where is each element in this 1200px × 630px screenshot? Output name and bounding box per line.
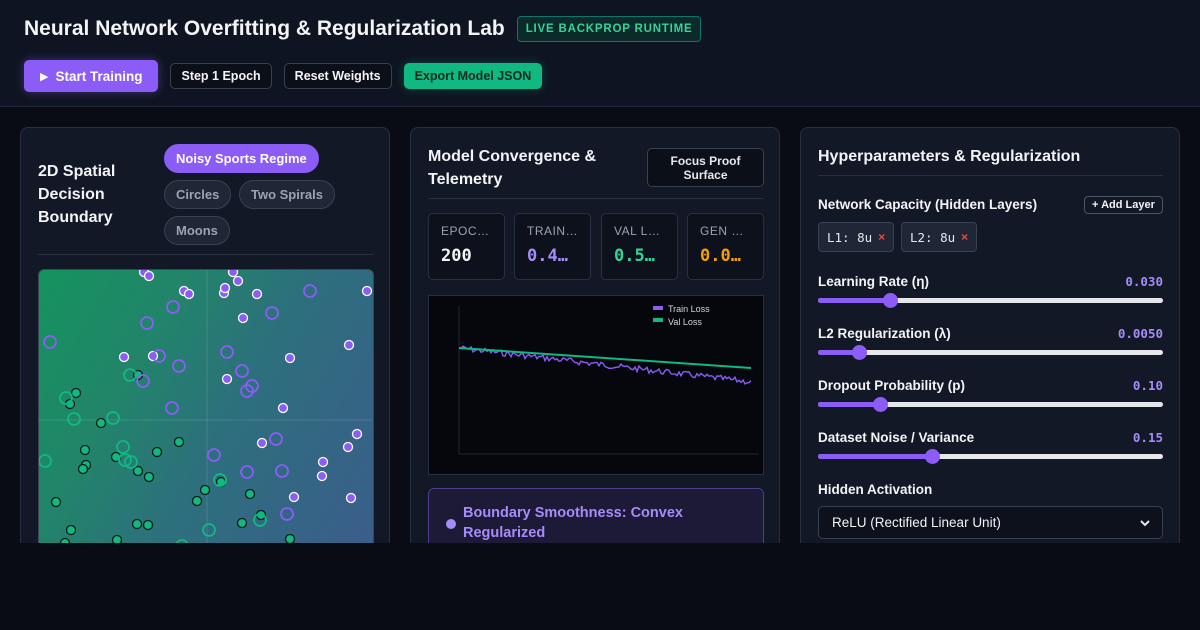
- purple-filled-points: [118, 270, 373, 504]
- dropout-value: 0.10: [1132, 378, 1163, 393]
- learning-rate-label: Learning Rate (η): [818, 274, 930, 289]
- stat-label: EPOCHS: [441, 224, 492, 238]
- stat-value: 0.0…: [700, 246, 741, 266]
- stat-label: VAL L…: [614, 224, 661, 238]
- layer-label: L2: 8u: [910, 229, 956, 245]
- chevron-down-icon: [1140, 520, 1150, 527]
- l2-regularization-slider[interactable]: [818, 345, 1163, 360]
- slider-fill: [818, 454, 932, 459]
- stat-value: 200: [441, 246, 472, 266]
- title-row: Neural Network Overfitting & Regularizat…: [24, 16, 702, 42]
- slider-fill: [818, 298, 891, 303]
- start-training-label: Start Training: [55, 68, 143, 84]
- legend-val-loss: Val Loss: [668, 317, 702, 327]
- legend-train-loss: Train Loss: [668, 304, 710, 314]
- loss-chart: Train Loss Val Loss: [428, 295, 764, 475]
- hyperparameters-panel: Hyperparameters & Regularization Network…: [800, 127, 1180, 567]
- stat-label: TRAIN…: [527, 224, 578, 238]
- layer-pill-l1: L1: 8u ×: [818, 222, 895, 252]
- convergence-panel-title: Model Convergence & Telemetry: [428, 148, 597, 188]
- step-epoch-button[interactable]: Step 1 Epoch: [170, 63, 272, 89]
- slider-thumb[interactable]: [873, 397, 889, 412]
- dataset-noise-slider[interactable]: [818, 449, 1163, 464]
- decision-boundary-plot[interactable]: [38, 269, 374, 569]
- convergence-panel: Model Convergence & Telemetry Focus Proo…: [410, 127, 780, 568]
- app-header: Neural Network Overfitting & Regularizat…: [0, 0, 1200, 107]
- dropout-label: Dropout Probability (p): [818, 378, 965, 393]
- loss-chart-svg: Train Loss Val Loss: [458, 304, 759, 455]
- reset-weights-button[interactable]: Reset Weights: [283, 63, 392, 89]
- stat-card-val-loss: VAL L… 0.5…: [601, 213, 678, 280]
- capacity-label: Network Capacity (Hidden Layers): [818, 197, 1038, 212]
- legend-swatch-val: [653, 318, 663, 322]
- stat-value: 0.5…: [614, 246, 655, 266]
- activation-value: ReLU (Rectified Linear Unit): [832, 515, 1001, 530]
- dataset-noise-value: 0.15: [1132, 430, 1163, 445]
- focus-proof-surface-button[interactable]: Focus Proof Surface: [647, 148, 764, 187]
- decision-boundary-panel: 2D Spatial Decision Boundary Noisy Sport…: [20, 127, 390, 569]
- layer-pill-l2: L2: 8u ×: [901, 222, 978, 252]
- dataset-chip-noisy-sports[interactable]: Noisy Sports Regime: [164, 144, 319, 173]
- dropout-slider[interactable]: [818, 397, 1163, 412]
- layer-label: L1: 8u: [827, 229, 873, 245]
- scatter-points: [39, 270, 373, 568]
- slider-fill: [818, 350, 860, 355]
- stat-card-gen-gap: GEN … 0.0…: [687, 213, 764, 280]
- play-icon: ▶: [40, 70, 49, 83]
- activation-label: Hidden Activation: [818, 482, 933, 497]
- learning-rate-slider[interactable]: [818, 293, 1163, 308]
- legend-swatch-train: [653, 306, 663, 310]
- dataset-chip-moons[interactable]: Moons: [164, 216, 230, 245]
- stat-value: 0.4…: [527, 246, 568, 266]
- toolbar: ▶ Start Training Step 1 Epoch Reset Weig…: [24, 60, 554, 92]
- green-filled-points: [50, 369, 296, 549]
- remove-layer-icon[interactable]: ×: [878, 230, 886, 244]
- slider-thumb[interactable]: [924, 449, 940, 464]
- runtime-badge: LIVE BACKPROP RUNTIME: [516, 16, 702, 42]
- slider-fill: [818, 402, 881, 407]
- green-outline-points: [39, 368, 267, 553]
- dataset-chip-two-spirals[interactable]: Two Spirals: [239, 180, 335, 209]
- activation-select[interactable]: ReLU (Rectified Linear Unit): [818, 506, 1163, 539]
- add-layer-button[interactable]: + Add Layer: [1084, 196, 1163, 214]
- purple-outline-points: [43, 284, 317, 521]
- boundary-panel-title: 2D Spatial Decision Boundary: [38, 163, 116, 226]
- boundary-insight-text: Boundary Smoothness: Convex Regularized: [463, 505, 683, 541]
- dataset-noise-label: Dataset Noise / Variance: [818, 430, 975, 445]
- dataset-chip-circles[interactable]: Circles: [164, 180, 232, 209]
- slider-thumb[interactable]: [852, 345, 868, 360]
- status-dot-icon: [446, 519, 456, 529]
- hyper-panel-title: Hyperparameters & Regularization: [818, 148, 1081, 165]
- l2-regularization-value: 0.0050: [1117, 326, 1163, 341]
- stat-card-epochs: EPOCHS 200: [428, 213, 505, 280]
- remove-layer-icon[interactable]: ×: [961, 230, 969, 244]
- slider-thumb[interactable]: [883, 293, 899, 308]
- start-training-button[interactable]: ▶ Start Training: [24, 60, 159, 92]
- page-bottom-area: [0, 543, 1200, 630]
- app-title: Neural Network Overfitting & Regularizat…: [24, 17, 505, 40]
- learning-rate-value: 0.030: [1125, 274, 1163, 289]
- stat-card-train-loss: TRAIN… 0.4…: [514, 213, 591, 280]
- export-model-button[interactable]: Export Model JSON: [403, 63, 543, 89]
- val-loss-line: [458, 347, 752, 369]
- convergence-divider: [428, 198, 764, 199]
- stat-label: GEN …: [700, 224, 744, 238]
- l2-regularization-label: L2 Regularization (λ): [818, 326, 951, 341]
- hyper-divider: [818, 175, 1163, 176]
- boundary-divider: [38, 254, 374, 255]
